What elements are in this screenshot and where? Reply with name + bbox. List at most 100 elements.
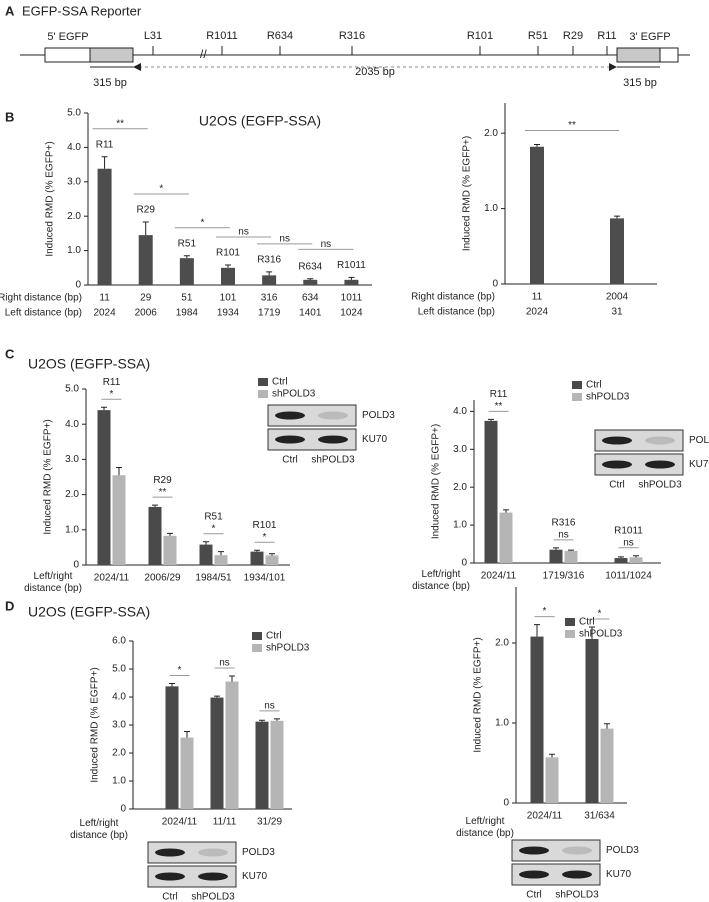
error-bar (218, 551, 224, 556)
box-label: 5' EGFP (47, 31, 88, 43)
y-axis-label: Induced RMD (% EGFP+) (43, 419, 54, 534)
panel-label: C (5, 346, 15, 361)
y-tick-label: 3.0 (453, 444, 467, 455)
error-bar (307, 278, 314, 280)
blot-label: POLD3 (606, 845, 639, 856)
y-tick-label: 2.0 (65, 489, 79, 500)
significance: ns (558, 529, 569, 540)
blot-band (155, 848, 185, 857)
y-tick-label: 5.0 (67, 108, 81, 119)
site-label: R634 (267, 30, 293, 42)
row-label: Right distance (bp) (411, 292, 495, 303)
y-tick-label: 1.0 (65, 524, 79, 535)
row-value: 316 (261, 293, 278, 304)
legend-label: shPOLD3 (586, 392, 630, 403)
blot-band (602, 436, 632, 445)
y-tick-label: 0 (461, 558, 467, 569)
bar (210, 697, 224, 809)
y-tick-label: 4.0 (65, 419, 79, 430)
y-tick-label: 5.0 (112, 664, 126, 675)
bar (179, 258, 194, 285)
lane-label: Ctrl (526, 890, 542, 901)
egfp-box (44, 47, 91, 63)
error-bar (549, 753, 555, 758)
blot-row (594, 453, 684, 476)
y-tick-label: 2.0 (484, 128, 498, 139)
significance: * (178, 665, 182, 676)
blot-band (198, 872, 228, 881)
bar-label: R101 (216, 248, 240, 259)
blot-label: KU70 (242, 871, 267, 882)
error-bar (568, 549, 574, 551)
legend-swatch (572, 393, 582, 401)
error-bar (254, 549, 260, 552)
group-label: R29 (153, 475, 172, 486)
legend-swatch (572, 381, 582, 389)
error-bar (259, 719, 265, 722)
error-bar (184, 730, 190, 738)
row-value: 634 (302, 293, 319, 304)
length-label: 315 bp (93, 77, 127, 89)
blot-band (318, 435, 348, 444)
row-value: 1934 (217, 308, 240, 319)
y-axis-label: Induced RMD (% EGFP+) (462, 136, 473, 251)
row-value: 2024 (93, 308, 116, 319)
significance: * (212, 523, 216, 534)
row-value: 2004 (606, 292, 629, 303)
row-value: 11 (532, 292, 543, 303)
bar (225, 681, 239, 809)
blot-band (275, 411, 305, 420)
y-tick-label: 1.0 (453, 520, 467, 531)
blot-band (645, 436, 675, 445)
bar (600, 728, 614, 803)
panel-label: B (5, 109, 14, 124)
blot-label: POLD3 (242, 847, 275, 858)
x-tick-label: 31/634 (584, 811, 615, 822)
significance: ns (264, 700, 275, 711)
y-tick-label: 5.0 (65, 384, 79, 395)
error-bar (101, 406, 107, 411)
blot-band (519, 846, 549, 855)
significance: * (200, 217, 204, 228)
row-label: Left distance (bp) (5, 308, 82, 319)
blot-row (594, 429, 684, 452)
bar (530, 146, 544, 284)
blot-row (147, 865, 237, 888)
legend-swatch (252, 644, 262, 652)
blot-label: POLD3 (689, 435, 709, 446)
y-tick-label: 3.0 (65, 454, 79, 465)
bar (163, 535, 177, 565)
error-bar (488, 418, 494, 421)
y-tick-label: 0 (120, 804, 126, 815)
x-tick-label: 2024/11 (162, 817, 198, 828)
reporter-title: EGFP-SSA Reporter (22, 3, 142, 18)
error-bar (167, 532, 173, 536)
bar (262, 275, 277, 285)
group-label: R11 (490, 389, 508, 400)
error-bar (274, 718, 280, 721)
y-tick-label: 0 (492, 279, 498, 290)
group-label: R101 (253, 520, 277, 531)
bar (545, 757, 559, 803)
error-bar (348, 276, 355, 280)
row-value: 2024 (526, 307, 549, 318)
lane-label: shPOLD3 (555, 890, 599, 901)
y-tick-label: 2.0 (453, 482, 467, 493)
significance: * (110, 389, 114, 400)
y-tick-label: 1.0 (112, 776, 126, 787)
site-label: R29 (563, 30, 583, 42)
x-tick-label: 2024/11 (527, 811, 563, 822)
error-bar (266, 271, 273, 276)
significance: ns (219, 658, 230, 669)
legend-label: shPOLD3 (579, 629, 623, 640)
bar (564, 550, 578, 563)
lane-label: Ctrl (282, 455, 298, 466)
site-label: R11 (597, 30, 616, 42)
error-bar (214, 695, 220, 698)
error-bar (169, 683, 175, 687)
bar-label: R634 (298, 261, 322, 272)
bar (530, 636, 544, 803)
bar (585, 639, 599, 803)
lane-label: shPOLD3 (191, 892, 235, 902)
